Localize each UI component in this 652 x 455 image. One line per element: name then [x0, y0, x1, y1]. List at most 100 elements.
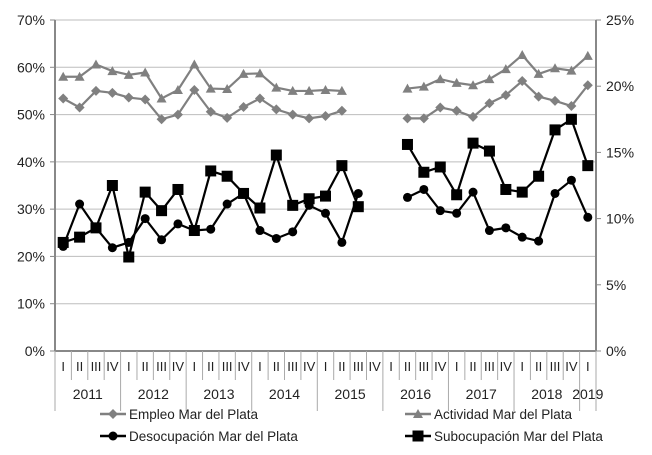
data-point-1	[189, 59, 200, 69]
data-point-0	[435, 102, 446, 113]
data-point-1	[90, 59, 101, 69]
quarter-label: III	[550, 359, 561, 374]
data-point-1	[172, 84, 183, 94]
quarter-label: I	[389, 359, 393, 374]
data-point-3	[90, 222, 102, 234]
left-tick-label: 10%	[17, 296, 45, 312]
data-point-1	[336, 85, 347, 95]
data-point-0	[500, 90, 511, 101]
data-point-0	[320, 110, 331, 121]
data-point-0	[74, 102, 85, 113]
data-point-3	[74, 231, 86, 243]
quarter-label: I	[455, 359, 459, 374]
series-line-1	[63, 62, 342, 100]
legend-marker	[413, 409, 423, 418]
data-point-2	[435, 206, 445, 216]
data-point-2	[288, 227, 298, 237]
quarter-label: III	[353, 359, 364, 374]
quarter-label: IV	[237, 359, 250, 374]
year-label: 2014	[269, 386, 300, 402]
data-point-1	[451, 77, 462, 87]
legend-marker	[108, 431, 118, 441]
data-point-2	[566, 175, 576, 185]
data-point-2	[419, 184, 429, 194]
year-label: 2012	[138, 386, 169, 402]
data-point-2	[583, 212, 593, 222]
data-point-1	[484, 74, 495, 84]
data-point-2	[107, 243, 117, 253]
data-point-1	[254, 68, 265, 78]
data-point-2	[501, 223, 511, 233]
data-point-1	[566, 65, 577, 75]
right-tick-label: 20%	[606, 78, 634, 94]
data-point-0	[451, 105, 462, 116]
quarter-label: III	[156, 359, 167, 374]
data-point-1	[582, 50, 593, 60]
data-point-1	[533, 68, 544, 78]
right-tick-label: 5%	[606, 277, 626, 293]
data-point-1	[58, 71, 69, 81]
left-tick-label: 50%	[17, 107, 45, 123]
right-tick-label: 25%	[606, 12, 634, 28]
data-point-1	[238, 68, 249, 78]
data-point-2	[337, 237, 347, 247]
data-point-3	[401, 138, 413, 150]
series-line-2	[406, 178, 589, 243]
quarter-label: IV	[172, 359, 185, 374]
data-point-2	[255, 226, 265, 236]
legend-label: Empleo Mar del Plata	[129, 407, 259, 422]
data-point-2	[140, 214, 150, 224]
quarter-label: IV	[303, 359, 316, 374]
quarter-label: II	[273, 359, 280, 374]
data-point-3	[451, 189, 463, 201]
year-label: 2011	[73, 386, 103, 402]
data-point-3	[123, 251, 135, 263]
series-line-0	[407, 79, 589, 120]
year-label: 2017	[466, 386, 497, 402]
data-point-3	[336, 160, 348, 172]
quarter-label: IV	[565, 359, 578, 374]
quarter-label: II	[207, 359, 214, 374]
year-label: 2018	[531, 386, 562, 402]
data-point-3	[533, 170, 545, 182]
data-point-2	[402, 192, 412, 202]
data-point-0	[566, 101, 577, 112]
data-point-2	[157, 235, 167, 245]
quarter-label: I	[520, 359, 524, 374]
data-point-0	[156, 114, 167, 125]
data-point-3	[205, 165, 217, 177]
data-point-0	[402, 113, 413, 124]
data-point-2	[534, 236, 544, 246]
quarter-label: III	[484, 359, 495, 374]
quarter-label: II	[338, 359, 345, 374]
data-point-1	[500, 64, 511, 74]
data-point-0	[107, 87, 118, 98]
data-point-2	[271, 233, 281, 243]
data-point-1	[123, 69, 134, 79]
data-point-1	[468, 80, 479, 90]
left-tick-label: 70%	[17, 12, 45, 28]
legend-marker	[108, 409, 118, 419]
data-point-2	[517, 232, 527, 242]
data-point-3	[352, 201, 364, 213]
data-point-3	[287, 199, 299, 211]
data-point-0	[484, 98, 495, 109]
data-point-3	[254, 202, 266, 214]
data-point-0	[336, 105, 347, 116]
data-point-3	[418, 166, 430, 178]
data-point-0	[172, 109, 183, 120]
quarter-label: III	[287, 359, 298, 374]
data-point-3	[516, 186, 528, 198]
quarter-label: III	[418, 359, 429, 374]
left-tick-label: 30%	[17, 201, 45, 217]
data-point-2	[321, 208, 330, 218]
quarter-label: I	[586, 359, 590, 374]
data-point-0	[238, 102, 249, 113]
data-point-0	[304, 113, 315, 124]
quarter-label: IV	[106, 359, 119, 374]
series-line-3	[406, 117, 589, 198]
data-point-1	[140, 67, 151, 77]
data-point-0	[468, 111, 479, 122]
data-point-0	[418, 113, 429, 124]
data-point-3	[238, 187, 250, 199]
